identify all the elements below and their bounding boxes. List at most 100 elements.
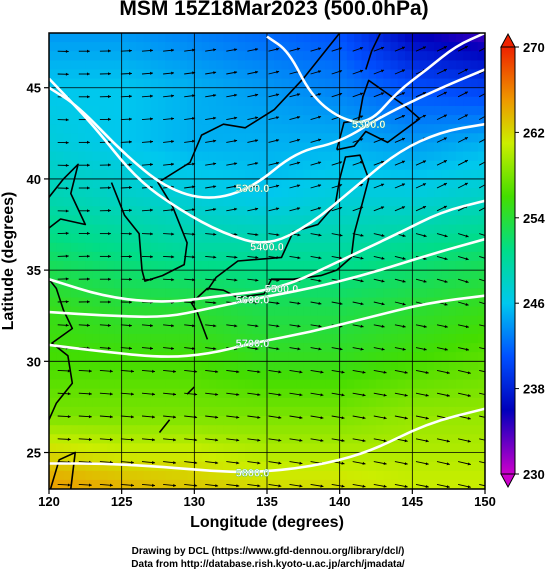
- heat-cell: [158, 452, 166, 463]
- heat-cell: [361, 78, 370, 89]
- heat-cell: [114, 461, 123, 472]
- heat-cell: [361, 106, 370, 116]
- heat-cell: [310, 197, 319, 207]
- heat-cell: [78, 151, 86, 162]
- heat-cell: [296, 297, 304, 308]
- heat-cell: [208, 461, 217, 472]
- heat-cell: [63, 425, 72, 435]
- heat-cell: [92, 160, 101, 171]
- heat-cell: [252, 306, 261, 317]
- wind-arrow-head: [360, 279, 364, 283]
- heat-cell: [434, 215, 442, 226]
- heat-cell: [99, 206, 108, 216]
- heat-cell: [121, 151, 130, 162]
- heat-cell: [376, 434, 384, 444]
- heat-cell: [136, 151, 145, 162]
- heat-cell: [187, 60, 195, 71]
- heat-cell: [85, 452, 94, 463]
- heat-cell: [194, 397, 203, 408]
- heat-cell: [361, 33, 370, 43]
- heat-cell: [179, 197, 188, 207]
- heat-cell: [368, 42, 377, 52]
- heat-cell: [70, 361, 79, 371]
- heat-cell: [448, 343, 457, 353]
- wind-arrow-head: [443, 114, 447, 118]
- wind-arrow-head: [215, 415, 219, 419]
- heat-cell: [441, 233, 450, 244]
- heat-cell: [419, 397, 428, 408]
- wind-arrow-head: [341, 393, 345, 397]
- heat-cell: [150, 233, 159, 244]
- heat-cell: [230, 388, 239, 399]
- heat-cell: [361, 479, 370, 489]
- heat-cell: [194, 470, 203, 481]
- heat-cell: [332, 370, 341, 381]
- heat-cell: [325, 370, 333, 381]
- heat-cell: [354, 306, 363, 317]
- heat-cell: [121, 461, 130, 472]
- heat-cell: [448, 370, 457, 381]
- grid-lines: [49, 33, 485, 489]
- heat-cell: [143, 206, 152, 216]
- heat-cell: [216, 261, 224, 271]
- heat-cell: [267, 461, 275, 472]
- heat-cell: [426, 379, 435, 390]
- heat-cell: [85, 352, 94, 362]
- heat-cell: [78, 261, 86, 271]
- heat-cell: [368, 188, 377, 198]
- heat-cell: [121, 379, 130, 390]
- heat-cell: [310, 224, 319, 235]
- wind-arrow-head: [255, 233, 259, 237]
- heat-cell: [49, 270, 57, 280]
- wind-arrow-head: [422, 92, 426, 95]
- heat-cell: [150, 78, 159, 89]
- wind-arrow-head: [276, 161, 280, 165]
- heat-cell: [114, 115, 123, 125]
- heat-cell: [368, 425, 377, 435]
- heat-cell: [230, 425, 239, 435]
- heat-cell: [99, 315, 108, 326]
- heat-cell: [259, 115, 268, 125]
- heat-cell: [92, 142, 101, 153]
- heat-cell: [128, 42, 137, 52]
- wind-arrow-head: [234, 324, 238, 328]
- heat-cell: [78, 315, 86, 326]
- heat-cell: [114, 261, 123, 271]
- heat-cell: [267, 279, 275, 289]
- heat-cell: [296, 197, 304, 207]
- heat-cell: [463, 297, 472, 308]
- heat-cell: [107, 288, 115, 299]
- heat-cell: [194, 96, 203, 107]
- heat-cell: [114, 215, 123, 226]
- heat-cell: [325, 452, 333, 463]
- heat-cell: [470, 479, 479, 489]
- heat-cell: [158, 251, 166, 262]
- heat-cell: [354, 42, 363, 52]
- heat-cell: [121, 361, 130, 371]
- heat-cell: [390, 470, 399, 481]
- y-tick-label: 40: [27, 172, 41, 187]
- heat-cell: [463, 197, 472, 207]
- wind-arrow-head: [107, 323, 111, 327]
- heat-cell: [426, 443, 435, 454]
- heat-cell: [107, 370, 115, 381]
- heat-cell: [426, 425, 435, 435]
- heat-cell: [332, 461, 341, 472]
- heat-cell: [288, 197, 297, 207]
- heat-cell: [179, 169, 188, 180]
- heat-cell: [172, 334, 181, 344]
- heat-cell: [92, 315, 101, 326]
- heat-cell: [470, 416, 479, 426]
- heat-cell: [70, 224, 79, 235]
- heat-cell: [194, 42, 203, 52]
- heat-cell: [339, 251, 348, 262]
- heat-cell: [441, 106, 450, 116]
- heat-cell: [78, 96, 86, 107]
- heat-cell: [434, 443, 442, 454]
- heat-cell: [412, 33, 421, 43]
- heat-cell: [332, 251, 341, 262]
- heat-cell: [237, 178, 246, 189]
- heat-cell: [383, 334, 392, 344]
- heat-cell: [85, 106, 94, 116]
- heat-cell: [317, 197, 326, 207]
